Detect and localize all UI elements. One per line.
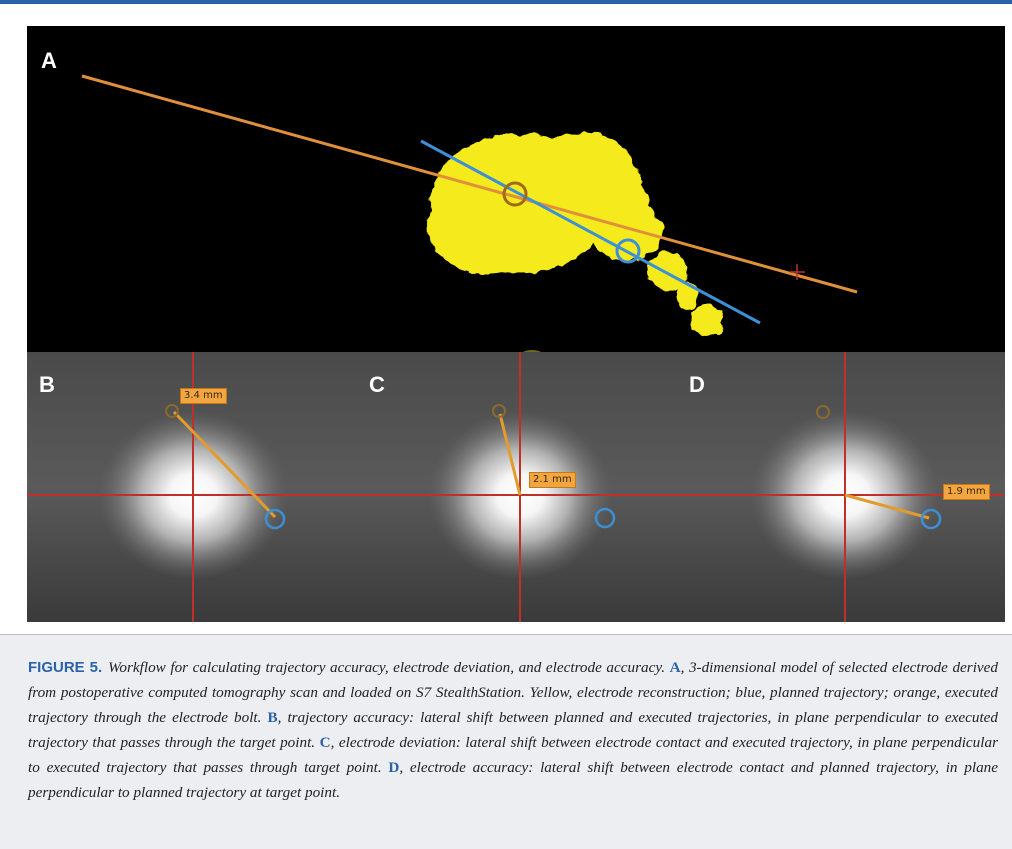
panel-a-render	[81, 74, 858, 352]
panel-a: A	[27, 26, 1005, 352]
panel-b-ct-slice	[27, 352, 357, 622]
measurement-line	[844, 493, 930, 520]
entry-point-marker-icon	[502, 181, 528, 207]
measurement-line	[172, 410, 277, 519]
electrode-reconstruction	[427, 132, 724, 336]
measurement-label-c: 2.1 mm	[529, 472, 576, 488]
panel-d-letter: D	[689, 372, 705, 397]
caption-ref-a: A	[669, 659, 681, 676]
executed-marker-icon	[492, 404, 506, 418]
caption-text-c: , electrode deviation: lateral shift bet…	[28, 734, 998, 776]
measurement-line	[498, 413, 522, 496]
caption-ref-c: C	[319, 734, 331, 751]
caption-box: FIGURE 5. Workflow for calculating trajec…	[0, 634, 1012, 849]
caption-text-b: , trajectory accuracy: lateral shift bet…	[28, 709, 999, 751]
executed-trajectory-line	[81, 74, 858, 294]
panel-c-ct-slice	[357, 352, 677, 622]
crosshair-marker-icon	[790, 264, 805, 280]
target-point-marker-icon	[615, 238, 641, 264]
panel-c: C 2.1 mm	[357, 352, 677, 622]
panels-bcd: B 3.4 mm	[27, 352, 1005, 622]
measurement-label-d: 1.9 mm	[943, 484, 990, 500]
figure-image: A	[27, 26, 1005, 622]
panel-c-letter: C	[369, 372, 385, 397]
panel-b-letter: B	[39, 372, 55, 397]
panel-a-letter: A	[41, 48, 57, 73]
caption-ref-d: D	[388, 759, 400, 776]
caption-intro: Workflow for calculating trajectory accu…	[108, 659, 666, 676]
caption-ref-b: B	[267, 709, 278, 726]
planned-marker-icon	[594, 507, 616, 529]
planned-marker-icon	[264, 508, 286, 530]
planned-marker-icon	[920, 508, 942, 530]
figure-label: FIGURE 5.	[28, 659, 103, 676]
planned-trajectory-line	[420, 139, 761, 325]
figure-caption: FIGURE 5. Workflow for calculating trajec…	[28, 655, 998, 805]
panel-d-ct-slice	[677, 352, 1005, 622]
executed-marker-icon	[816, 405, 830, 419]
panel-d: D 1.9 mm	[677, 352, 1005, 622]
executed-marker-icon	[165, 404, 179, 418]
caption-text-a: , 3-dimensional model of selected electr…	[28, 659, 998, 726]
panel-b: B 3.4 mm	[27, 352, 357, 622]
electrode-tip-fragment	[523, 350, 541, 352]
caption-text-d: , electrode accuracy: lateral shift betw…	[28, 759, 999, 801]
measurement-label-b: 3.4 mm	[180, 388, 227, 404]
